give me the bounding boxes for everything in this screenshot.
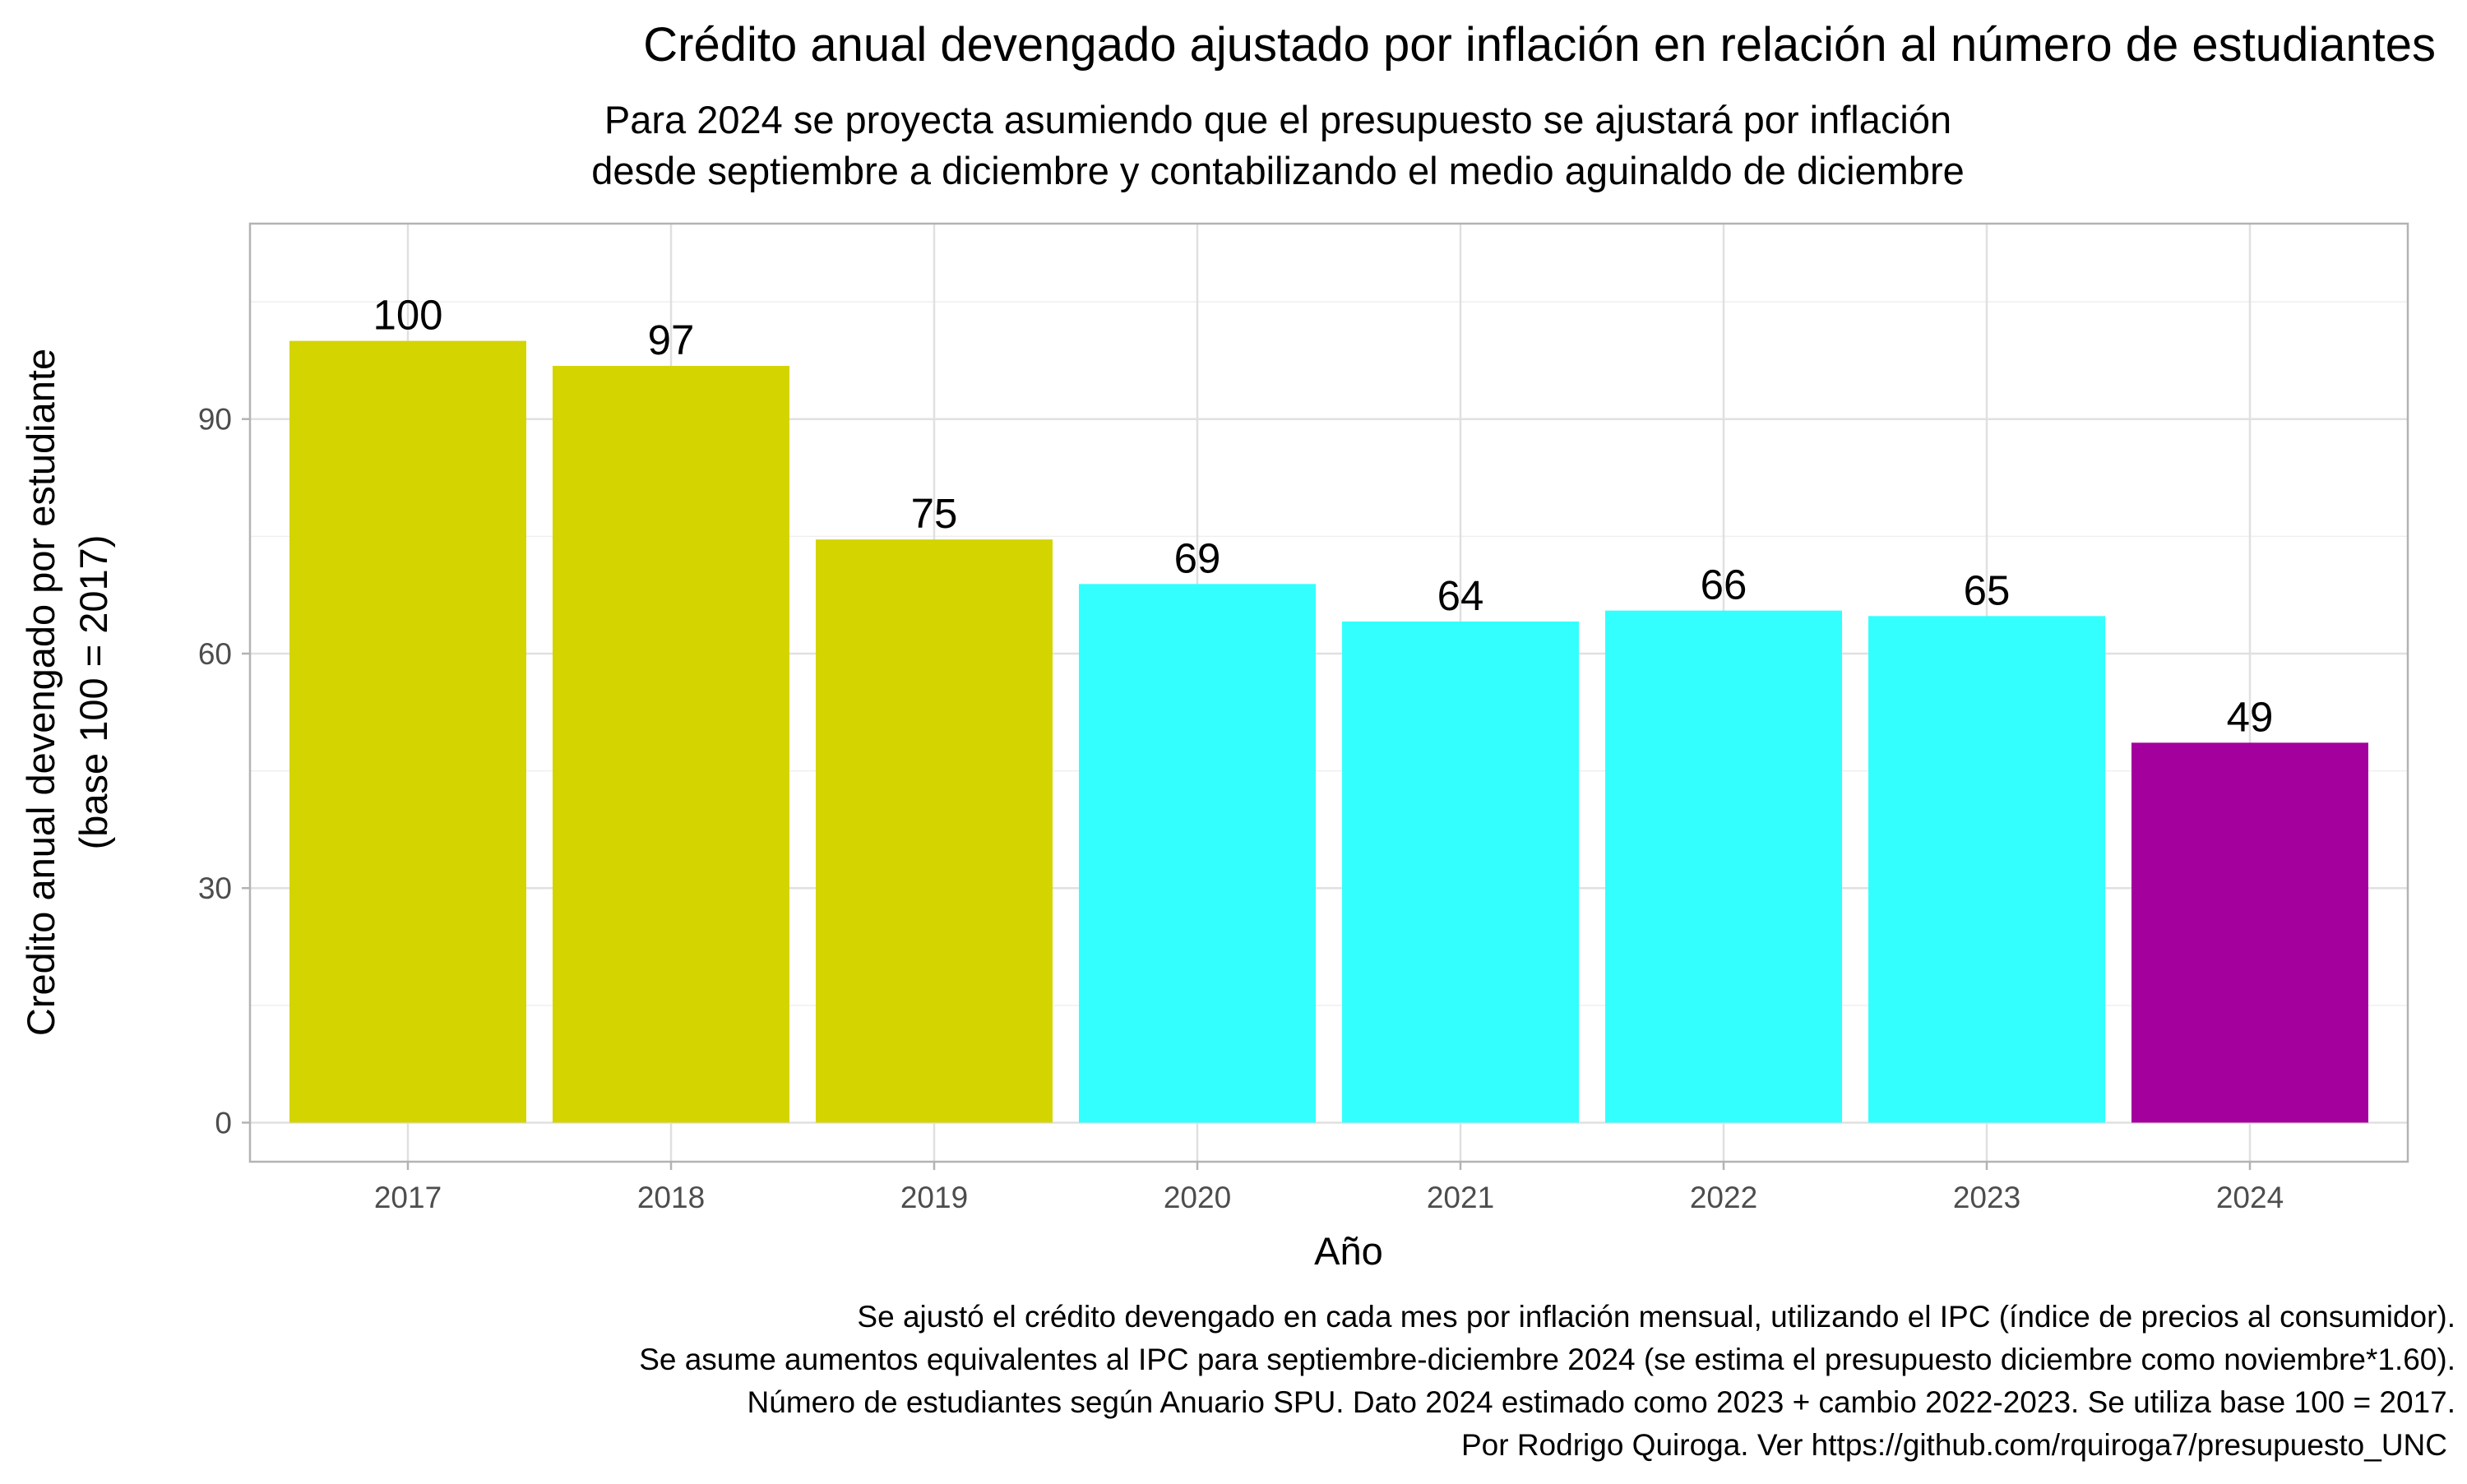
y-axis-title-line-1: Credito anual devengado por estudiante xyxy=(19,349,62,1036)
y-axis-ticks: 0 30 60 90 xyxy=(198,403,250,1140)
panel-border xyxy=(248,222,2409,1163)
chart-subtitle-line-1: Para 2024 se proyecta asumiendo que el p… xyxy=(604,98,1951,141)
data-label-2022: 66 xyxy=(1701,562,1747,608)
bar-2024 xyxy=(2131,742,2368,1123)
x-axis-title: Año xyxy=(1314,1229,1383,1273)
data-label-2018: 97 xyxy=(648,317,695,363)
y-tick-label: 60 xyxy=(198,637,232,671)
bar-2018 xyxy=(553,366,789,1123)
x-tick-label-2021: 2021 xyxy=(1427,1181,1494,1214)
y-tick-label: 0 xyxy=(215,1106,232,1140)
y-tick-label: 90 xyxy=(198,403,232,437)
x-tick-label-2017: 2017 xyxy=(374,1181,442,1214)
x-tick-label-2020: 2020 xyxy=(1164,1181,1231,1214)
x-tick-label-2023: 2023 xyxy=(1953,1181,2020,1214)
bar-2019 xyxy=(816,539,1053,1123)
x-tick-label-2022: 2022 xyxy=(1690,1181,1757,1214)
bar-2017 xyxy=(289,340,526,1123)
data-labels: 100 97 75 69 64 66 65 49 xyxy=(373,292,2273,741)
caption-line-4: Por Rodrigo Quiroga. Ver https://github.… xyxy=(1461,1428,2447,1462)
data-label-2021: 64 xyxy=(1437,572,1484,619)
caption-line-2: Se asume aumentos equivalentes al IPC pa… xyxy=(639,1343,2455,1376)
bar-2020 xyxy=(1079,584,1316,1123)
bar-2021 xyxy=(1342,621,1579,1123)
bar-2023 xyxy=(1868,616,2105,1123)
data-label-2017: 100 xyxy=(373,292,442,339)
x-tick-label-2024: 2024 xyxy=(2216,1181,2284,1214)
data-label-2023: 65 xyxy=(1964,566,2011,613)
caption-line-3: Número de estudiantes según Anuario SPU.… xyxy=(748,1385,2455,1419)
data-label-2020: 69 xyxy=(1174,534,1221,581)
data-label-2019: 75 xyxy=(911,490,958,537)
x-axis-ticks: 2017 2018 2019 2020 2021 2022 2023 2024 xyxy=(374,1162,2284,1214)
x-tick-label-2018: 2018 xyxy=(637,1181,705,1214)
chart-title: Crédito anual devengado ajustado por inf… xyxy=(643,18,2436,72)
bars xyxy=(289,340,2368,1123)
bar-2022 xyxy=(1605,610,1842,1123)
chart-subtitle-line-2: desde septiembre a diciembre y contabili… xyxy=(591,149,1965,192)
y-tick-label: 30 xyxy=(198,871,232,905)
caption-line-1: Se ajustó el crédito devengado en cada m… xyxy=(857,1300,2455,1334)
x-tick-label-2019: 2019 xyxy=(900,1181,968,1214)
y-axis-title-line-2: (base 100 = 2017) xyxy=(72,535,115,850)
data-label-2024: 49 xyxy=(2227,693,2274,740)
